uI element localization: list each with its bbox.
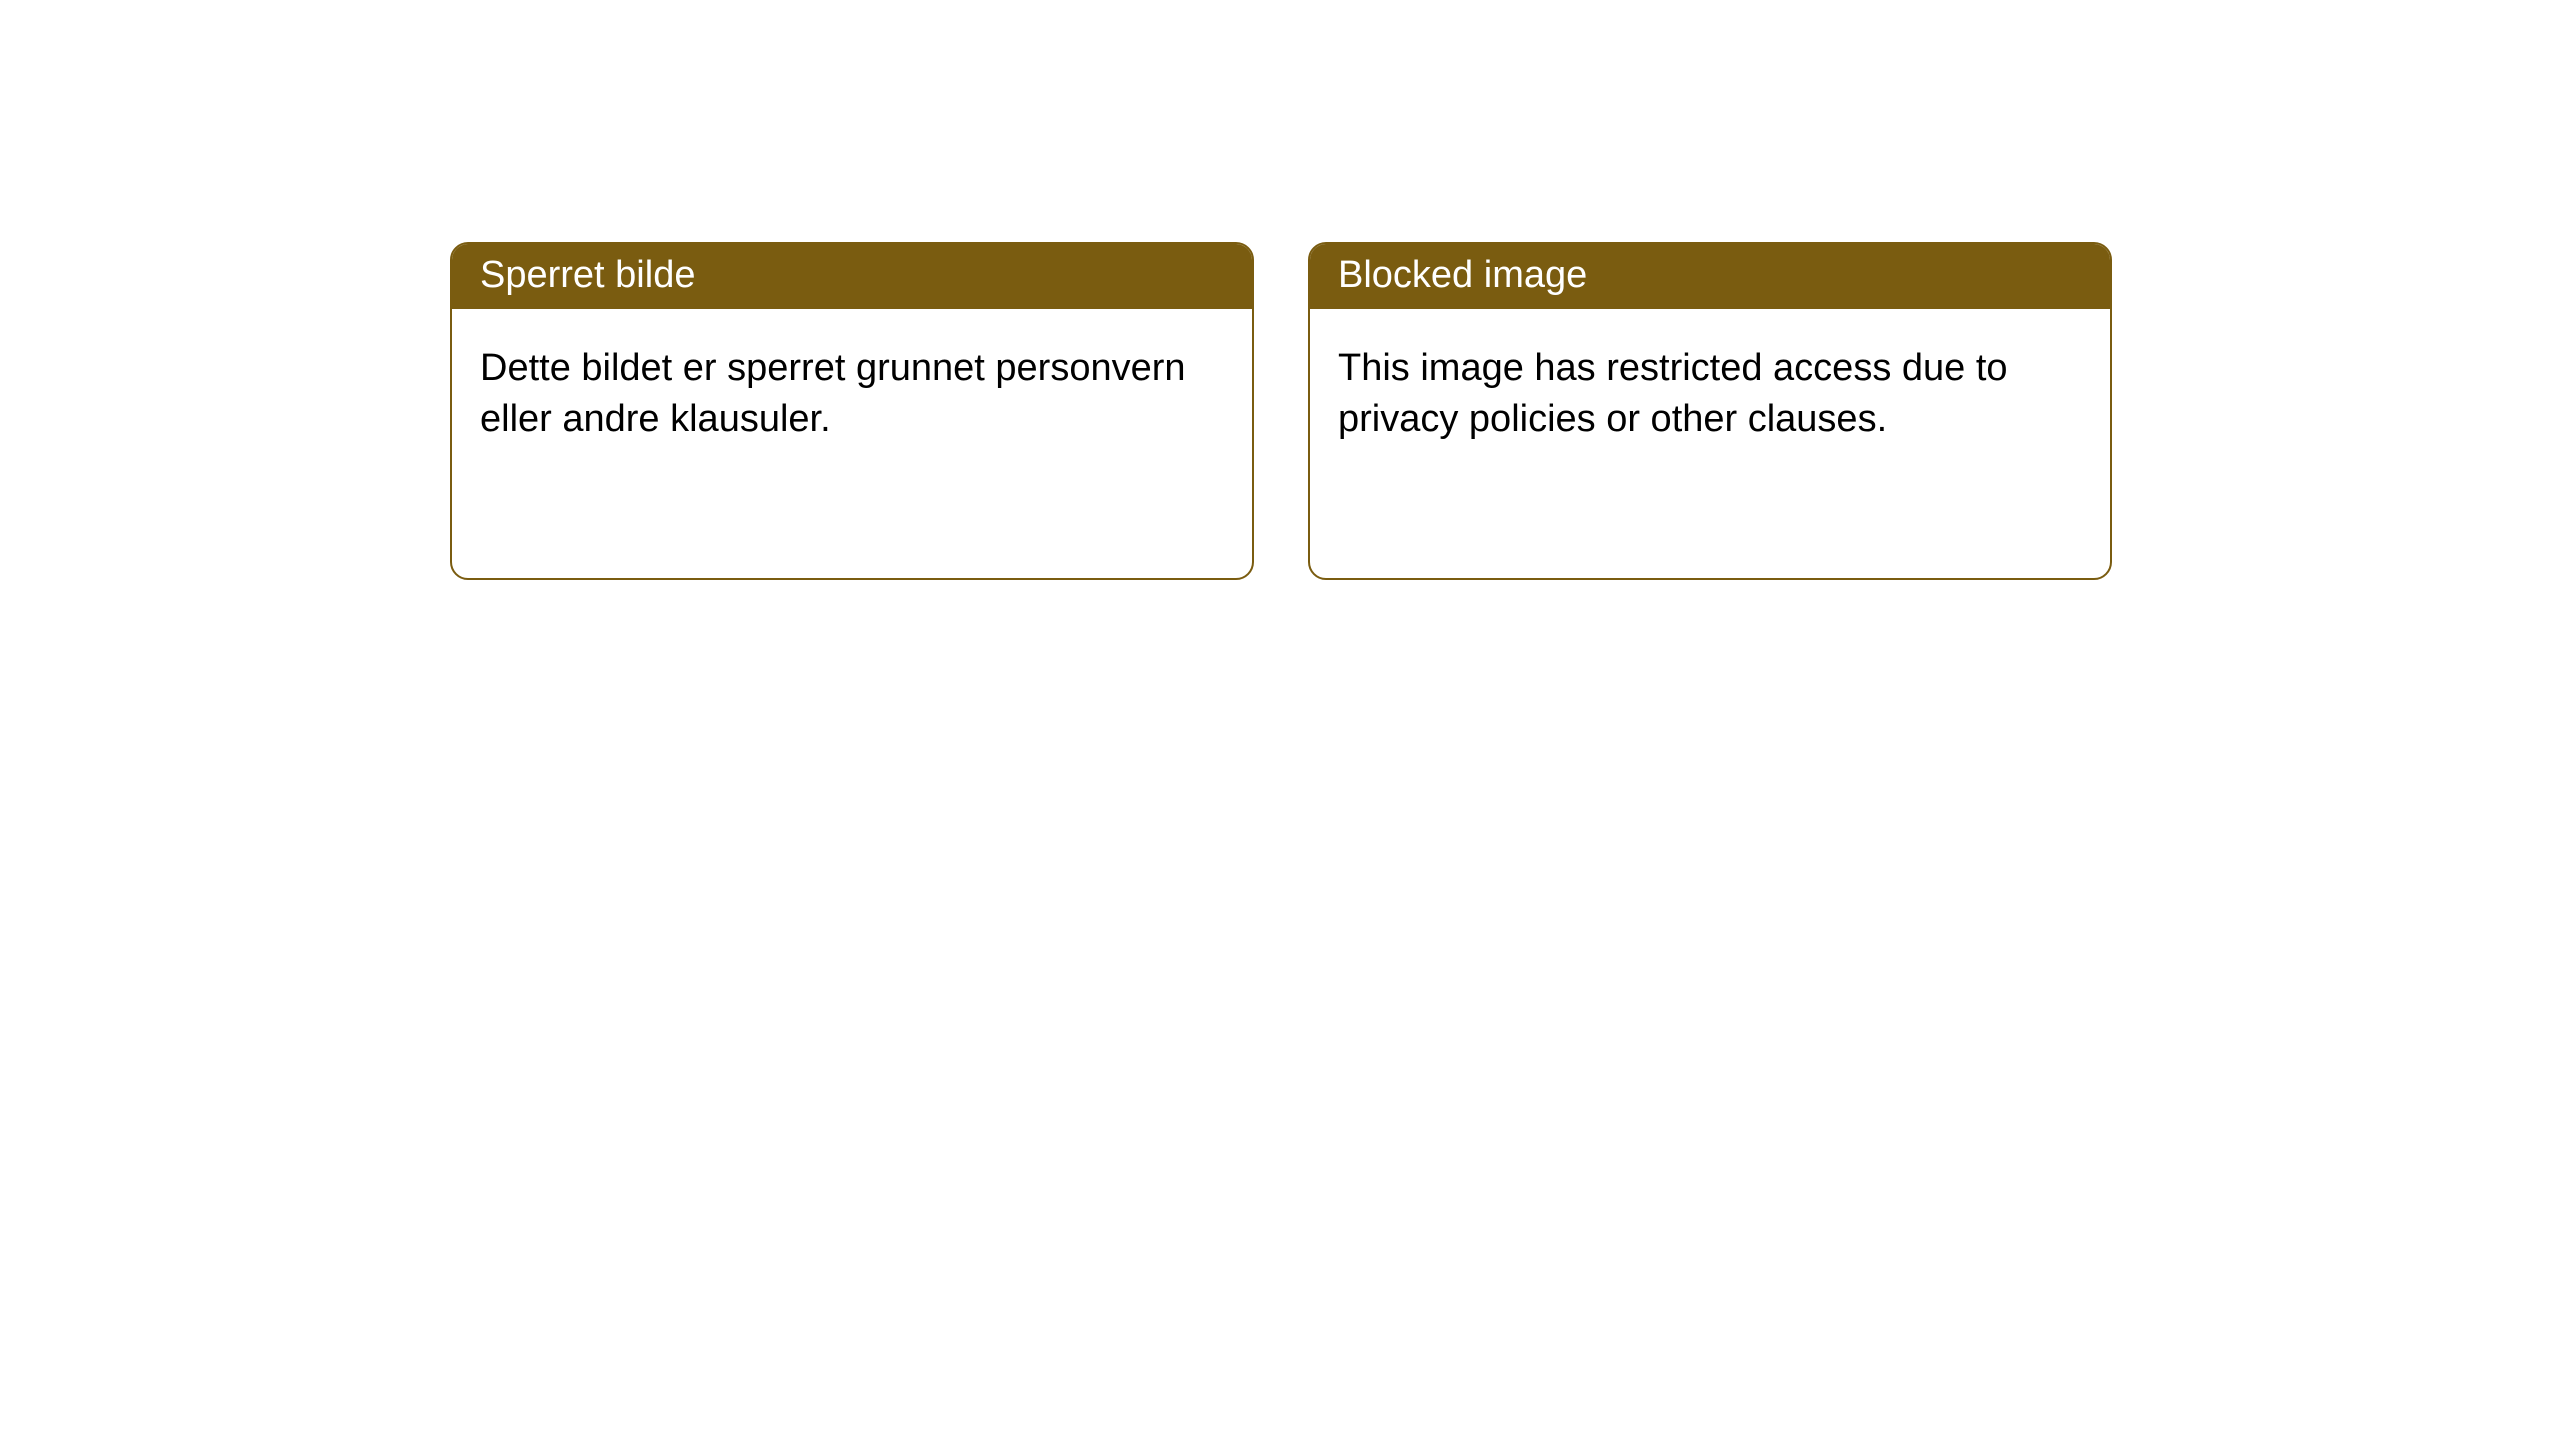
card-body-norwegian: Dette bildet er sperret grunnet personve… <box>452 309 1252 480</box>
card-norwegian: Sperret bilde Dette bildet er sperret gr… <box>450 242 1254 580</box>
card-english: Blocked image This image has restricted … <box>1308 242 2112 580</box>
card-header-english: Blocked image <box>1310 244 2110 309</box>
cards-container: Sperret bilde Dette bildet er sperret gr… <box>450 242 2112 580</box>
card-header-norwegian: Sperret bilde <box>452 244 1252 309</box>
card-body-english: This image has restricted access due to … <box>1310 309 2110 480</box>
